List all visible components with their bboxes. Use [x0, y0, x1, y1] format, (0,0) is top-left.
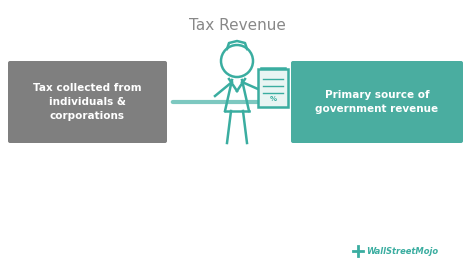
- Text: Primary source of
government revenue: Primary source of government revenue: [315, 90, 438, 114]
- FancyBboxPatch shape: [291, 61, 463, 143]
- FancyArrowPatch shape: [173, 98, 283, 106]
- Text: Tax collected from
individuals &
corporations: Tax collected from individuals & corpora…: [33, 83, 142, 121]
- FancyBboxPatch shape: [258, 69, 288, 107]
- Text: Tax Revenue: Tax Revenue: [189, 18, 285, 33]
- Text: %: %: [269, 96, 276, 102]
- FancyBboxPatch shape: [8, 61, 167, 143]
- Text: WallStreetMojo: WallStreetMojo: [366, 247, 438, 256]
